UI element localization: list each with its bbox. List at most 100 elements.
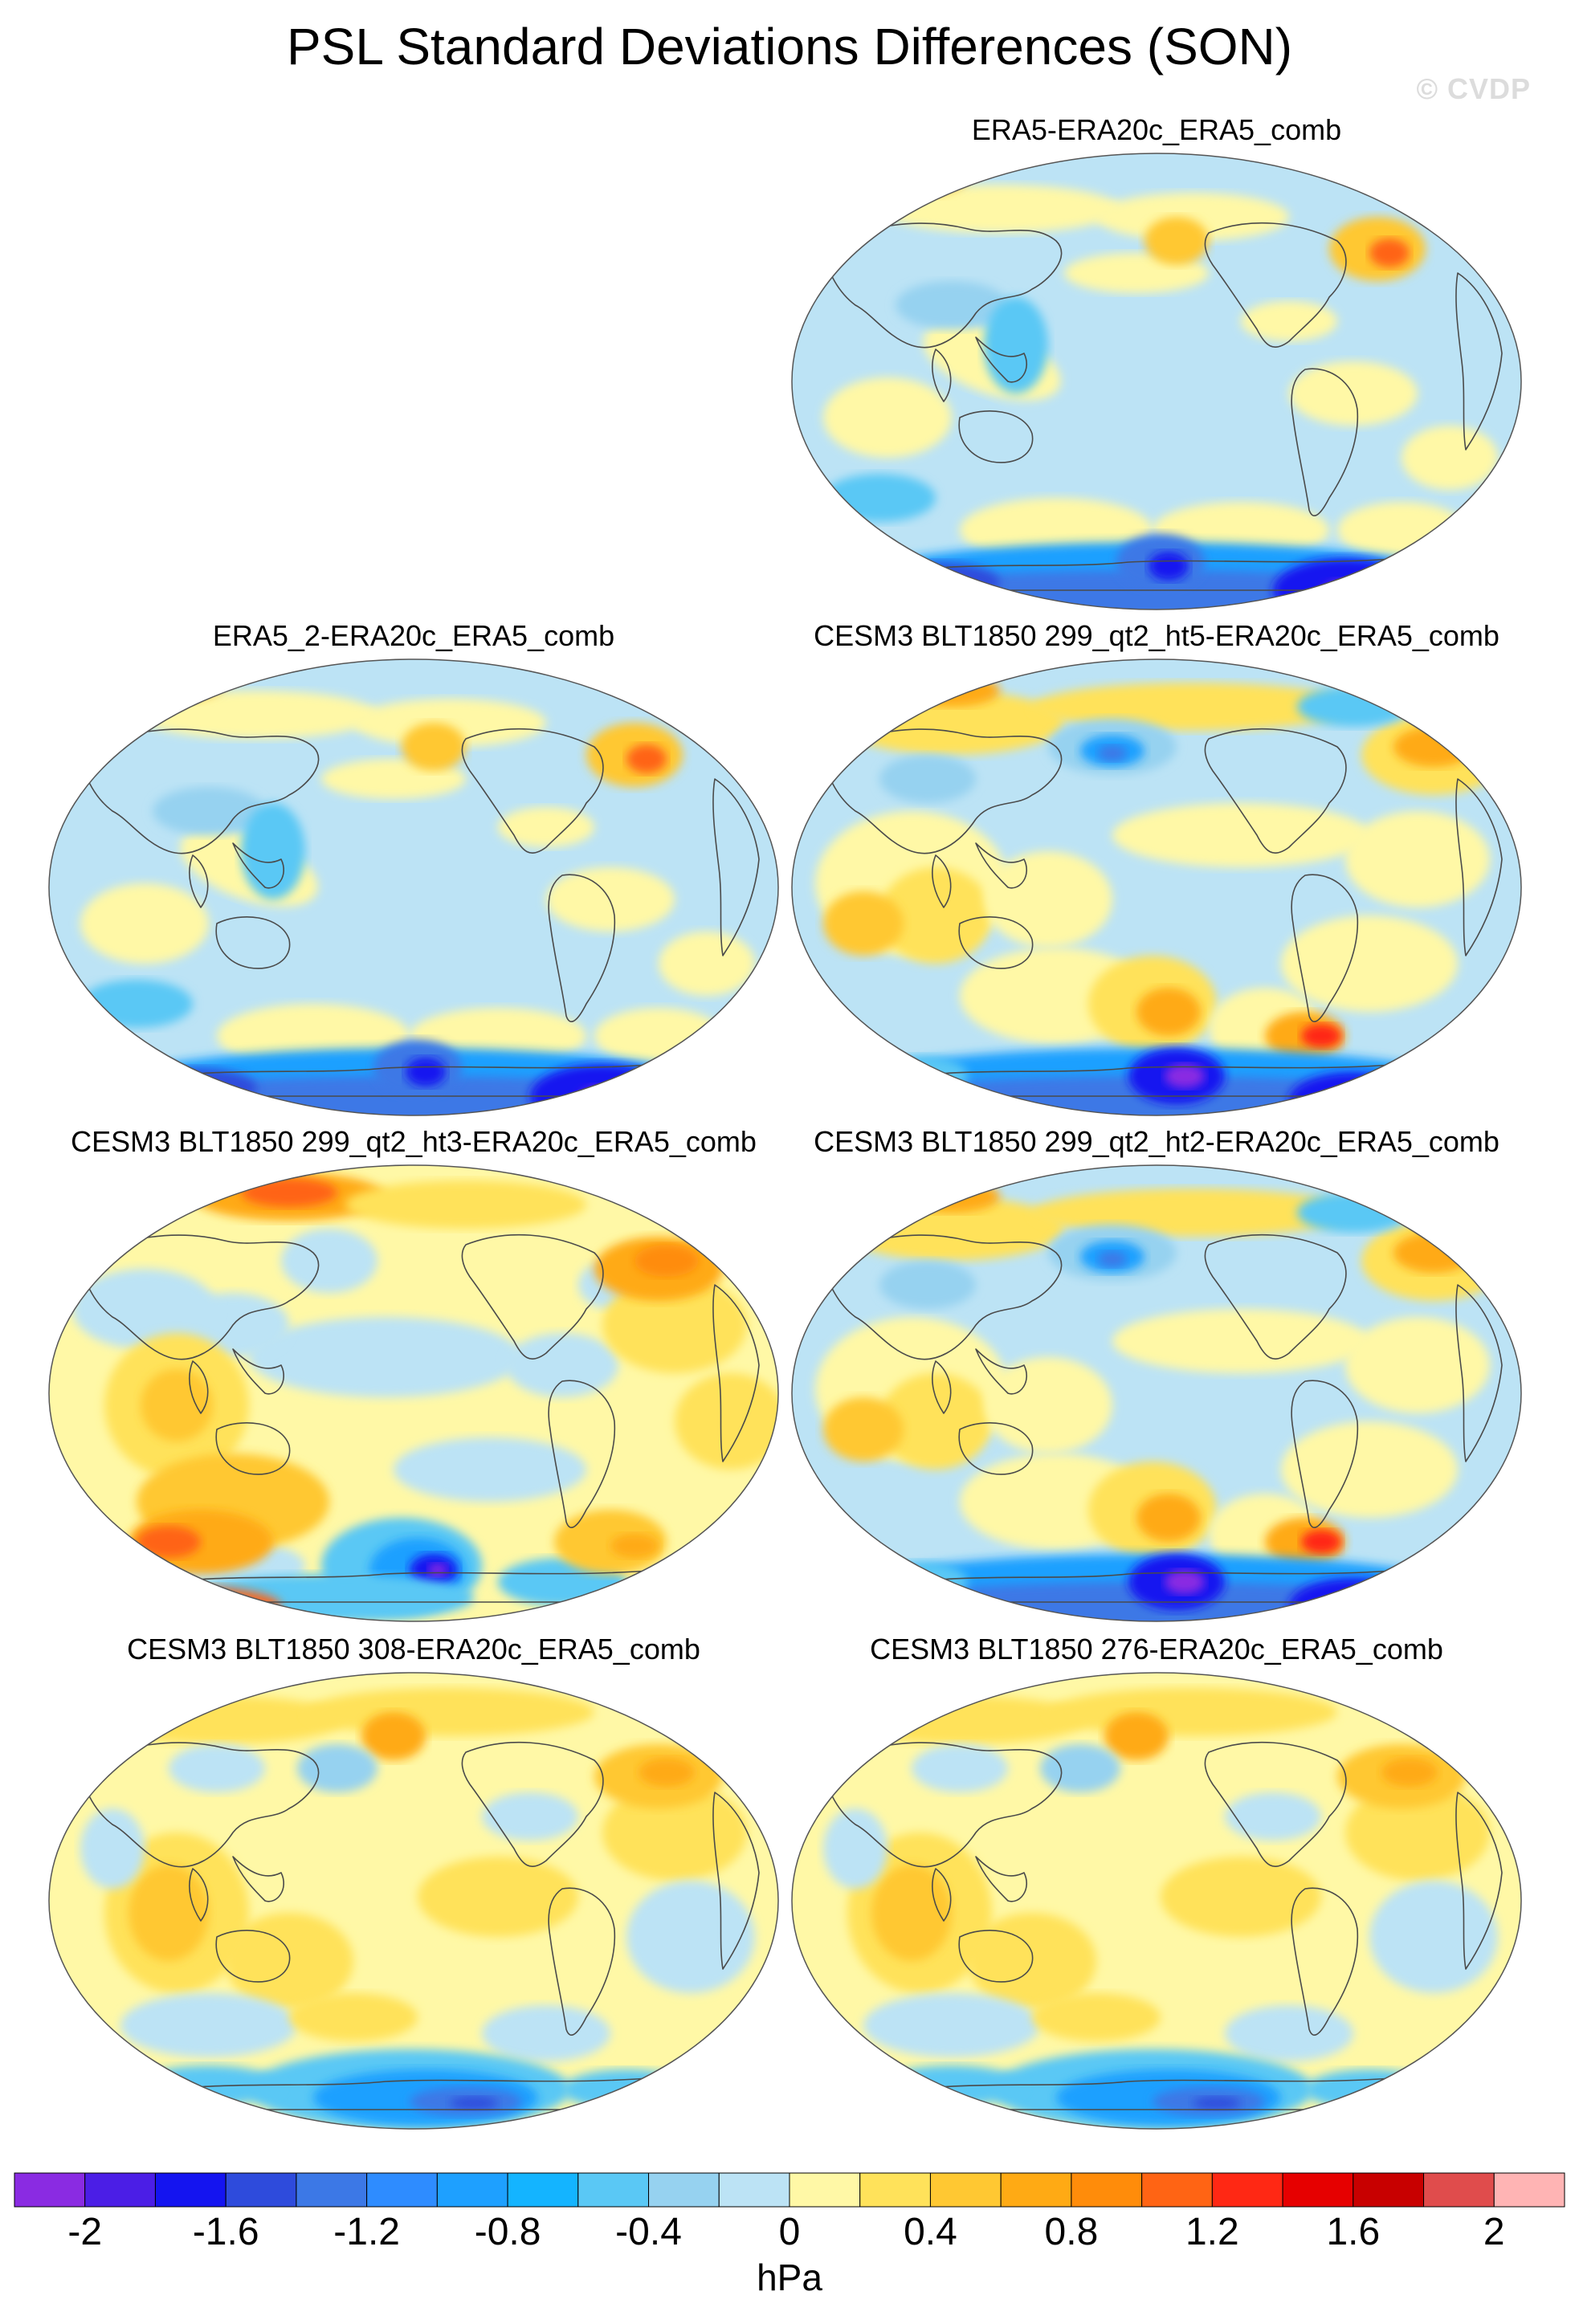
coastline [958,1930,1034,1983]
globe-map [48,1164,779,1622]
anomaly-contour [1369,1881,1498,1993]
coastline [232,1856,285,1902]
colorbar-unit-label: hPa [757,2257,822,2298]
globe-outline [48,1164,779,1622]
anomaly-contour [141,1369,213,1441]
coastline [822,222,1063,349]
colorbar-swatch [1423,2172,1495,2208]
coastline [80,1742,320,1868]
coastline [189,1360,209,1414]
anomaly-contour [823,377,952,458]
coastline [548,874,616,1022]
anomaly-contour [1381,1758,1438,1787]
colorbar-swatch [1000,2172,1072,2208]
anomaly-contour [1112,1309,1369,1373]
anomaly-contour [1225,2005,1353,2061]
anomaly-contour [1297,687,1410,727]
map-panel-308: CESM3 BLT1850 308-ERA20c_ERA5_comb [48,1632,779,2130]
anomaly-contour [879,185,1120,233]
colorbar-swatch [1141,2172,1213,2208]
anomaly-contour [871,562,1000,602]
colorbar-tick-label: 1.6 [1326,2211,1381,2253]
coastline [958,410,1034,463]
anomaly-contour [634,1245,699,1277]
anomaly-contour [879,1261,976,1309]
anomaly-contour [554,1510,667,1574]
globe-map [791,153,1522,610]
anomaly-contour [353,699,546,747]
colorbar-swatch [929,2172,1002,2208]
panel-title: CESM3 BLT1850 299_qt2_ht5-ERA20c_ERA5_co… [814,619,1499,652]
anomaly-contour [1281,1421,1458,1518]
coastline [932,1360,952,1414]
anomaly-contour [281,1229,377,1293]
anomaly-contour [406,1058,446,1087]
anomaly-contour [394,1437,586,1502]
globe-outline [791,658,1522,1116]
coastline [822,1234,1063,1360]
colorbar-swatch [154,2172,226,2208]
globe-map [791,1672,1522,2130]
anomaly-contour [1104,1712,1169,1760]
anomaly-contour [305,1688,594,1736]
coastline [1291,1380,1359,1528]
anomaly-contour [1096,193,1289,241]
anomaly-contour [823,1808,887,1889]
anomaly-contour [675,1373,778,1470]
map-panel-era5-2: ERA5_2-ERA20c_ERA5_comb [48,618,779,1116]
coastline [548,1887,616,2036]
anomaly-contour [402,723,466,771]
anomaly-contour [120,1993,297,2057]
anomaly-contour [546,867,675,932]
anomaly-contour [879,1373,992,1470]
anomaly-contour [823,474,936,522]
anomaly-contour [498,807,594,847]
coastline [958,916,1034,969]
coastline [1204,728,1347,854]
coastline [822,1742,1063,1868]
coastline [189,1868,209,1922]
coastline [1204,222,1347,348]
coastline [932,854,952,908]
colorbar-tick-label: -0.4 [615,2211,682,2253]
colorbar-tick-label: 0.8 [1044,2211,1099,2253]
anomaly-contour [137,1526,201,1558]
colorbar-tick-label: -1.6 [192,2211,259,2253]
map-panel-era5: ERA5-ERA20c_ERA5_comb [791,112,1522,610]
anomaly-contour [1149,552,1189,581]
anomaly-contour [297,1744,377,1792]
anomaly-contour [1136,988,1201,1036]
anomaly-contour [129,1865,209,1961]
anomaly-contour [871,1562,968,1602]
coastline [932,1868,952,1922]
colorbar-tick-label: 0.4 [904,2211,957,2253]
map-panel-ht2: CESM3 BLT1850 299_qt2_ht2-ERA20c_ERA5_co… [791,1124,1522,1622]
coastline [712,778,760,956]
anomaly-contour [1048,1688,1337,1736]
anomaly-contour [72,1269,217,1349]
anomaly-contour [847,163,912,182]
colorbar-tick-label: 0 [778,2211,801,2253]
map-panel-276: CESM3 BLT1850 276-ERA20c_ERA5_comb [791,1632,1522,2130]
anomaly-contour [823,157,968,197]
anomaly-contour [506,1333,618,1397]
anomaly-contour [659,932,755,996]
coastline [215,1930,291,1983]
coastline [232,842,285,889]
panel-title: CESM3 BLT1850 299_qt2_ht2-ERA20c_ERA5_co… [814,1125,1499,1158]
anomaly-contour [129,1068,257,1108]
anomaly-contour [984,851,1112,948]
anomaly-contour [863,1993,1040,2057]
anomaly-contour [879,867,992,964]
anomaly-contour [602,1784,747,1881]
coastline [215,1422,291,1475]
coastline [80,728,320,854]
coastline [975,842,1028,889]
colorbar-swatch [1353,2172,1425,2208]
anomaly-contour [610,1534,659,1558]
anomaly-contour [578,1086,643,1115]
anomaly-contour [602,1277,747,1373]
coastline [958,1422,1034,1475]
anomaly-contour [823,891,904,956]
anomaly-contour [847,1696,1088,1744]
